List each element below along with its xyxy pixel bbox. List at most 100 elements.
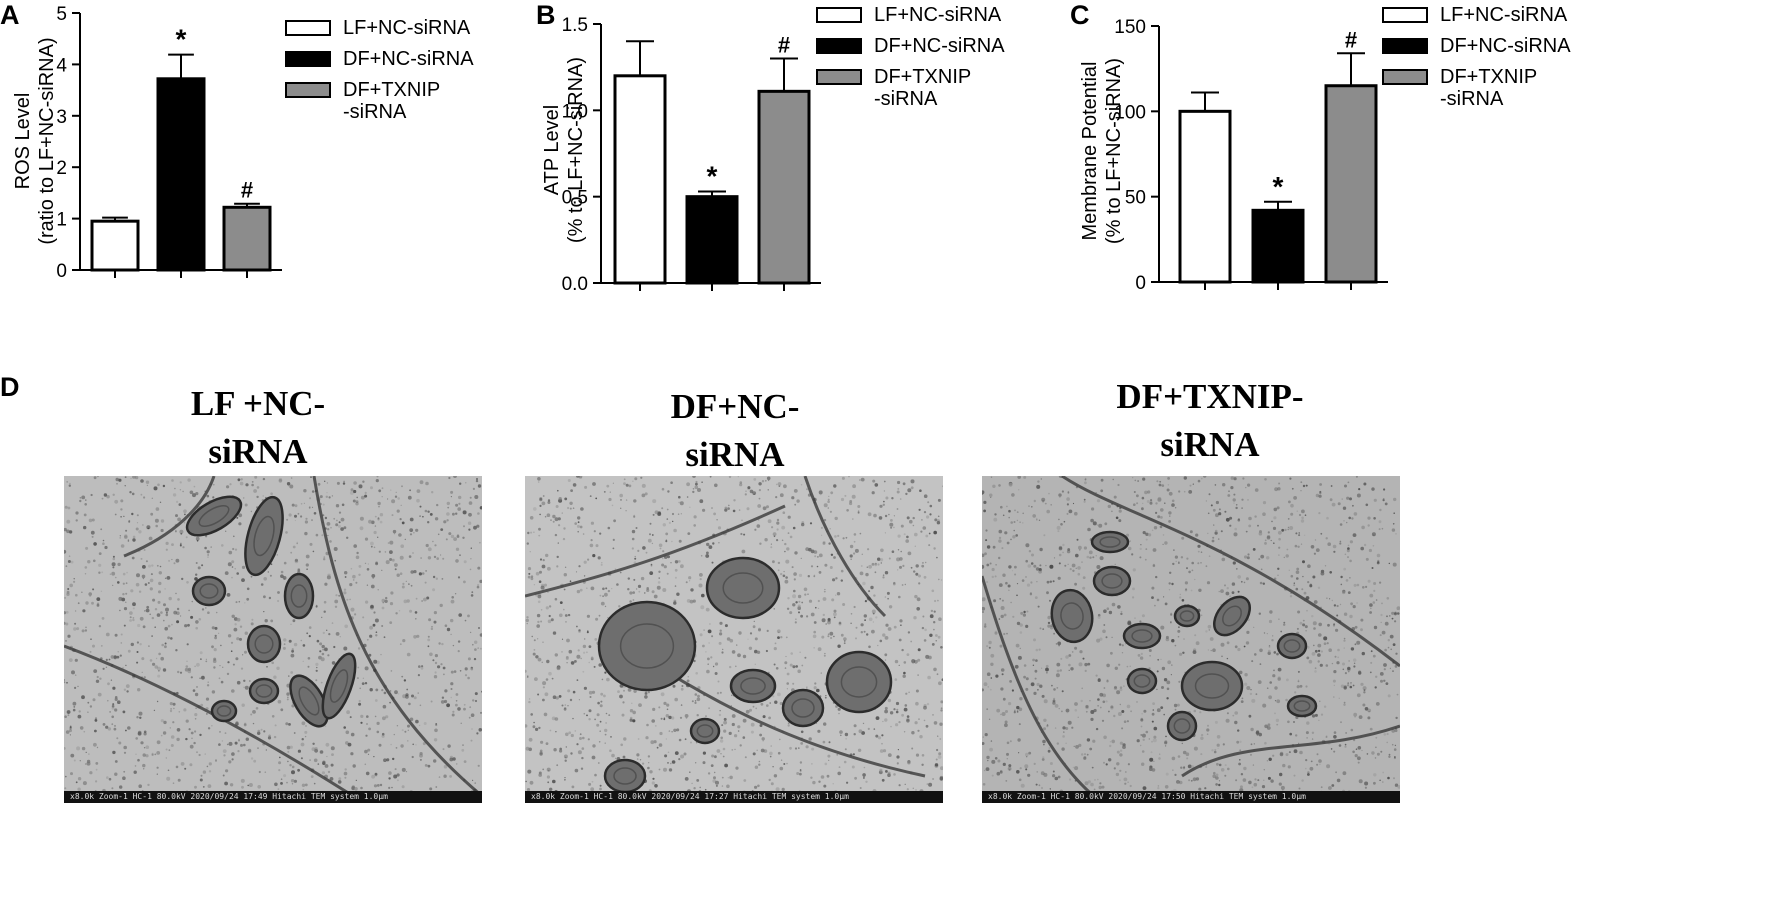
tem-grain <box>352 579 355 581</box>
tem-grain <box>860 477 865 482</box>
tem-grain <box>138 530 142 534</box>
tem-organelle <box>1050 588 1094 644</box>
tem-grain <box>1353 583 1357 587</box>
tem-grain <box>1157 787 1160 790</box>
tem-grain <box>455 693 459 696</box>
tem-grain <box>315 669 318 672</box>
tem-grain <box>590 656 594 660</box>
tem-grain <box>877 736 882 740</box>
tem-grain <box>1287 526 1289 528</box>
tem-grain <box>1340 575 1343 579</box>
tem-grain <box>1141 733 1146 738</box>
tem-grain <box>1087 662 1091 666</box>
tem-grain <box>364 494 368 498</box>
tem-grain <box>297 569 301 572</box>
tem-grain <box>563 707 567 711</box>
tem-grain <box>941 678 943 681</box>
tem-grain <box>1018 707 1023 712</box>
tem-grain <box>390 489 392 491</box>
tem-grain <box>277 788 280 790</box>
tem-grain <box>180 762 185 766</box>
tem-grain <box>1347 591 1351 594</box>
tem-grain <box>813 621 817 624</box>
tem-grain <box>415 528 419 532</box>
tem-grain <box>1025 543 1030 548</box>
tem-grain <box>1312 575 1316 579</box>
significance-mark: * <box>176 24 187 55</box>
tem-grain <box>868 590 871 593</box>
tem-grain <box>544 692 549 697</box>
tem-grain <box>198 618 202 621</box>
tem-grain <box>612 538 615 541</box>
tem-grain <box>1086 738 1091 742</box>
tem-grain <box>663 701 667 705</box>
tem-grain <box>919 735 923 739</box>
tem-grain <box>1148 649 1152 652</box>
tem-grain <box>73 706 76 708</box>
tem-grain <box>210 546 212 548</box>
tem-grain <box>785 636 788 639</box>
tem-grain <box>270 619 274 623</box>
tem-grain <box>1105 700 1108 703</box>
tem-grain <box>849 500 853 503</box>
tem-grain <box>1367 516 1371 520</box>
tem-grain <box>903 731 906 733</box>
tem-grain <box>1045 664 1049 668</box>
tem-grain <box>853 724 857 728</box>
tem-grain <box>1271 639 1274 642</box>
tem-grain <box>1092 739 1096 743</box>
tem-grain <box>820 526 823 529</box>
tem-grain <box>65 730 70 734</box>
tem-grain <box>567 689 571 693</box>
tem-grain <box>350 732 355 737</box>
tem-grain <box>474 782 477 784</box>
tem-grain <box>277 699 282 704</box>
tem-grain <box>915 689 919 693</box>
tem-grain <box>104 545 108 550</box>
tem-grain <box>1283 623 1286 626</box>
tem-grain <box>165 613 169 617</box>
tem-grain <box>304 531 308 536</box>
tem-grain <box>1314 670 1317 673</box>
tem-grain <box>367 753 370 755</box>
tem-grain <box>377 536 379 538</box>
tem-grain <box>1023 610 1026 614</box>
tem-grain <box>1350 683 1352 685</box>
tem-grain <box>165 748 168 751</box>
tem-grain <box>592 554 596 558</box>
tem-grain <box>459 482 462 485</box>
tem-grain <box>1299 684 1303 688</box>
tem-grain <box>996 771 1001 776</box>
tem-grain <box>787 722 790 725</box>
tem-grain <box>904 783 906 785</box>
tem-organelle <box>1213 595 1251 637</box>
tem-grain <box>565 621 567 623</box>
tem-grain <box>151 752 154 755</box>
tem-grain <box>1367 708 1372 713</box>
tem-grain <box>418 572 422 576</box>
tem-grain <box>468 512 472 517</box>
tem-grain <box>231 614 235 618</box>
tem-grain <box>326 492 328 494</box>
tem-grain <box>382 704 387 709</box>
tem-grain <box>142 565 146 569</box>
tem-grain <box>1283 556 1285 559</box>
tem-grain <box>178 711 181 713</box>
tem-grain <box>244 631 248 635</box>
tem-grain <box>807 575 810 578</box>
tem-grain <box>434 517 439 521</box>
tem-grain <box>808 599 813 603</box>
tem-grain <box>207 556 209 558</box>
tem-grain <box>364 562 367 565</box>
tem-grain <box>464 667 468 671</box>
tem-grain <box>1226 587 1229 590</box>
tem-grain <box>935 634 938 637</box>
tem-grain <box>1248 524 1252 528</box>
tem-grain <box>1012 615 1015 618</box>
tem-grain <box>1109 741 1111 743</box>
tem-grain <box>1142 738 1145 741</box>
tem-grain <box>227 661 230 664</box>
tem-grain <box>108 658 111 661</box>
tem-grain <box>646 587 649 590</box>
legend-label: DF+TXNIP -siRNA <box>1440 66 1538 110</box>
